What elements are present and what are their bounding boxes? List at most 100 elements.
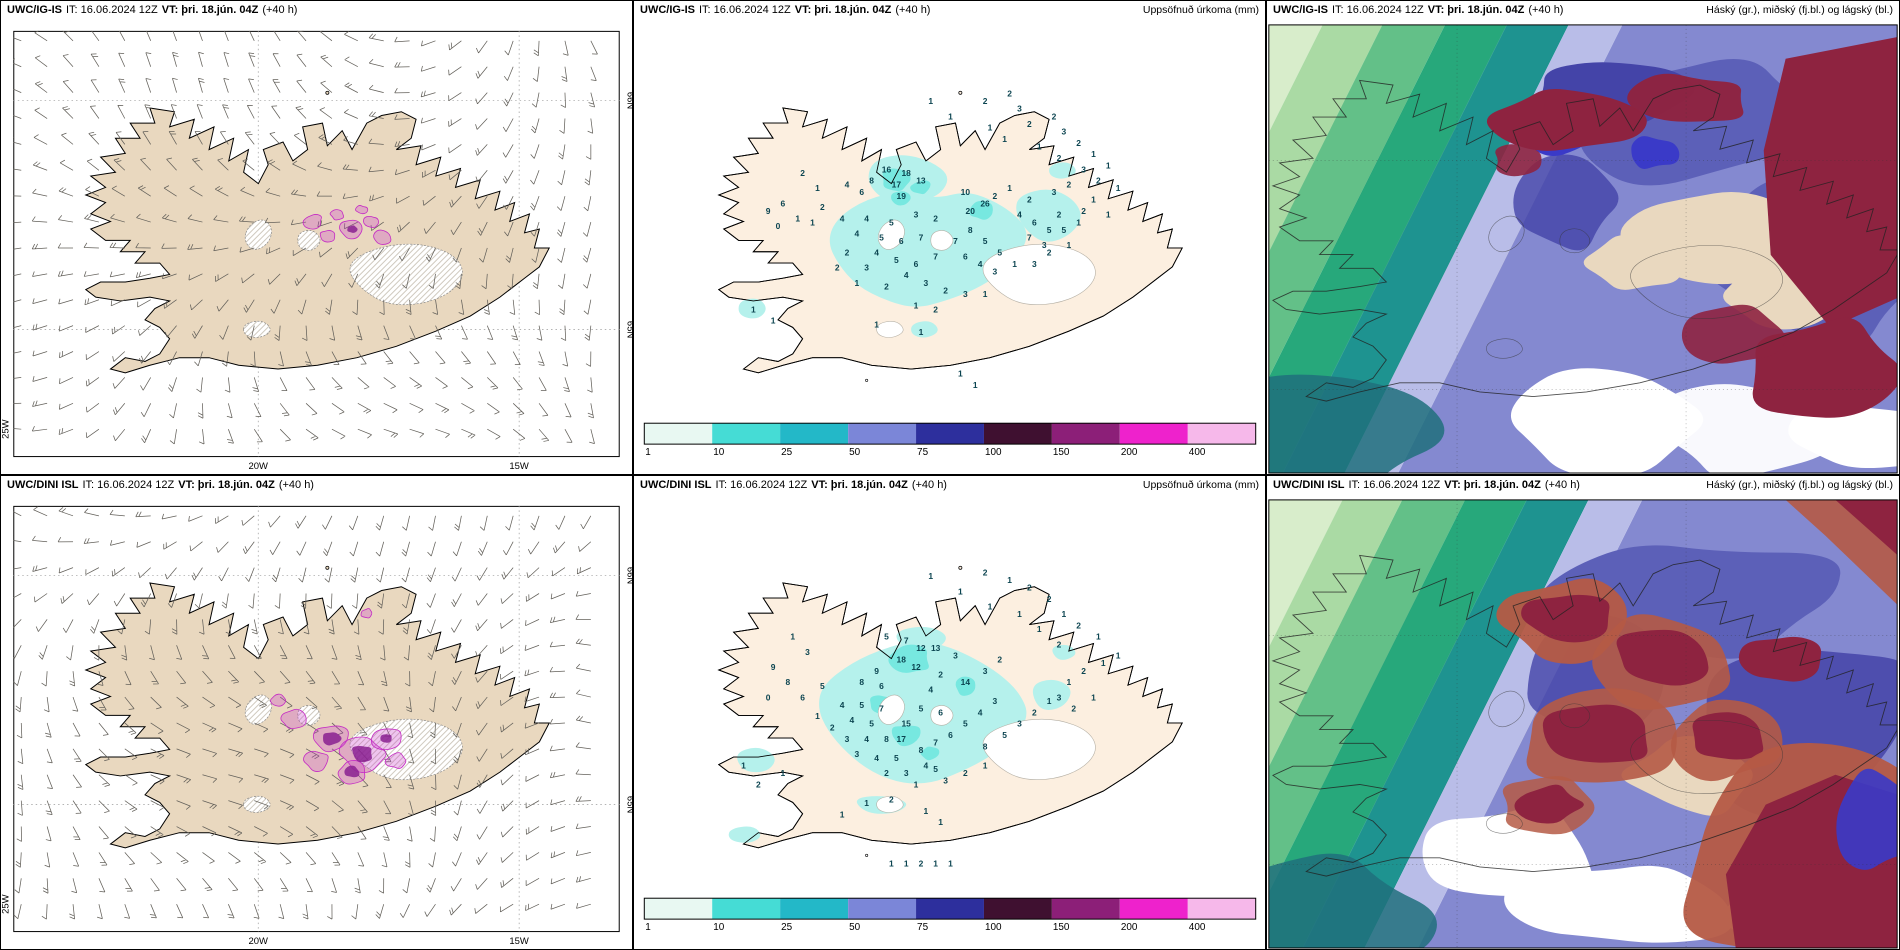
- panel-header: UWC/DINI ISL IT: 16.06.2024 12Z VT: þri. 1…: [1, 476, 632, 493]
- svg-text:1: 1: [1106, 210, 1111, 220]
- svg-text:7: 7: [904, 635, 909, 645]
- svg-text:1: 1: [864, 798, 869, 808]
- svg-text:7: 7: [1027, 232, 1032, 242]
- svg-text:14: 14: [961, 677, 971, 687]
- svg-text:2: 2: [933, 304, 938, 314]
- svg-text:2: 2: [1096, 176, 1101, 186]
- svg-text:1: 1: [958, 586, 963, 596]
- svg-text:2: 2: [820, 202, 825, 212]
- svg-text:100: 100: [985, 922, 1002, 933]
- svg-text:20: 20: [966, 206, 976, 216]
- svg-text:7: 7: [933, 251, 938, 261]
- svg-text:1: 1: [988, 123, 993, 133]
- svg-text:1: 1: [815, 183, 820, 193]
- variable-label: Háský (gr.), miðský (fj.bl.) og lágský (…: [1706, 4, 1893, 16]
- svg-text:1: 1: [938, 817, 943, 827]
- svg-text:2: 2: [943, 285, 948, 295]
- svg-text:2: 2: [884, 768, 889, 778]
- lead-time: (+40 h): [262, 4, 298, 16]
- svg-text:4: 4: [1017, 210, 1022, 220]
- svg-text:8: 8: [919, 745, 924, 755]
- svg-text:12: 12: [911, 662, 921, 672]
- model-name: UWC/DINI ISL: [1273, 479, 1345, 491]
- svg-text:1: 1: [919, 327, 924, 337]
- svg-text:8: 8: [786, 677, 791, 687]
- svg-text:3: 3: [864, 263, 869, 273]
- svg-text:5: 5: [879, 232, 884, 242]
- svg-text:6: 6: [800, 692, 805, 702]
- svg-text:9: 9: [771, 662, 776, 672]
- svg-text:1: 1: [973, 380, 978, 390]
- svg-text:75: 75: [917, 447, 929, 458]
- svg-text:25W: 25W: [1, 419, 11, 439]
- svg-text:6: 6: [899, 236, 904, 246]
- svg-text:3: 3: [924, 278, 929, 288]
- svg-text:8: 8: [869, 176, 874, 186]
- svg-text:2: 2: [756, 779, 761, 789]
- panel-header: UWC/DINI ISL IT: 16.06.2024 12Z VT: þri. 1…: [634, 476, 1265, 496]
- svg-text:18: 18: [897, 654, 907, 664]
- svg-text:1: 1: [645, 447, 651, 458]
- svg-text:2: 2: [938, 670, 943, 680]
- svg-text:20W: 20W: [249, 461, 269, 472]
- svg-text:1: 1: [1066, 240, 1071, 250]
- svg-text:2: 2: [1057, 639, 1062, 649]
- model-name: UWC/DINI ISL: [7, 479, 79, 491]
- svg-text:9: 9: [766, 206, 771, 216]
- variable-label: Uppsöfnuð úrkoma (mm): [1142, 4, 1259, 16]
- svg-text:1: 1: [751, 304, 756, 314]
- svg-text:2: 2: [1071, 704, 1076, 714]
- svg-text:2: 2: [983, 96, 988, 106]
- svg-text:2: 2: [1066, 179, 1071, 189]
- model-name: UWC/IG-IS: [7, 4, 62, 16]
- svg-text:13: 13: [916, 176, 926, 186]
- svg-text:1: 1: [983, 289, 988, 299]
- wind-map-dini: 20W 15W 66N 65N 25W: [1, 505, 632, 947]
- svg-text:3: 3: [1052, 187, 1057, 197]
- svg-text:1: 1: [790, 632, 795, 642]
- svg-text:6: 6: [948, 730, 953, 740]
- svg-text:5: 5: [997, 248, 1002, 258]
- svg-text:8: 8: [968, 225, 973, 235]
- svg-text:1: 1: [771, 316, 776, 326]
- svg-text:200: 200: [1121, 447, 1138, 458]
- svg-text:15W: 15W: [509, 461, 529, 472]
- svg-text:1: 1: [795, 213, 800, 223]
- cloud-map-igis: [1268, 24, 1898, 474]
- svg-text:75: 75: [917, 922, 929, 933]
- svg-text:4: 4: [928, 685, 933, 695]
- svg-text:3: 3: [963, 289, 968, 299]
- svg-text:6: 6: [1032, 217, 1037, 227]
- svg-text:5: 5: [963, 719, 968, 729]
- lead-time: (+40 h): [278, 479, 314, 491]
- svg-text:15: 15: [901, 719, 911, 729]
- svg-text:6: 6: [938, 707, 943, 717]
- svg-text:1: 1: [924, 806, 929, 816]
- svg-text:1: 1: [1007, 575, 1012, 585]
- svg-text:6: 6: [963, 251, 968, 261]
- svg-text:8: 8: [859, 677, 864, 687]
- svg-text:4: 4: [840, 700, 845, 710]
- svg-text:16: 16: [882, 164, 892, 174]
- svg-text:4: 4: [874, 753, 879, 763]
- header-title: UWC/IG-IS IT: 16.06.2024 12Z VT: þri. 18.j…: [640, 4, 934, 18]
- svg-text:1: 1: [840, 810, 845, 820]
- svg-text:25: 25: [781, 447, 793, 458]
- svg-text:2: 2: [830, 723, 835, 733]
- svg-text:2: 2: [963, 768, 968, 778]
- svg-text:1: 1: [1047, 696, 1052, 706]
- svg-text:1: 1: [1076, 217, 1081, 227]
- svg-text:150: 150: [1053, 922, 1070, 933]
- svg-text:1: 1: [810, 217, 815, 227]
- variable-label: Uppsöfnuð úrkoma (mm): [1142, 479, 1259, 491]
- panel-header: UWC/IG-IS IT: 16.06.2024 12Z VT: þri. 18.j…: [634, 1, 1265, 21]
- svg-text:5: 5: [889, 217, 894, 227]
- svg-text:8: 8: [983, 741, 988, 751]
- svg-text:1: 1: [1091, 195, 1096, 205]
- svg-text:15W: 15W: [509, 936, 529, 947]
- svg-text:3: 3: [983, 666, 988, 676]
- svg-text:1: 1: [1066, 677, 1071, 687]
- svg-text:17: 17: [897, 734, 907, 744]
